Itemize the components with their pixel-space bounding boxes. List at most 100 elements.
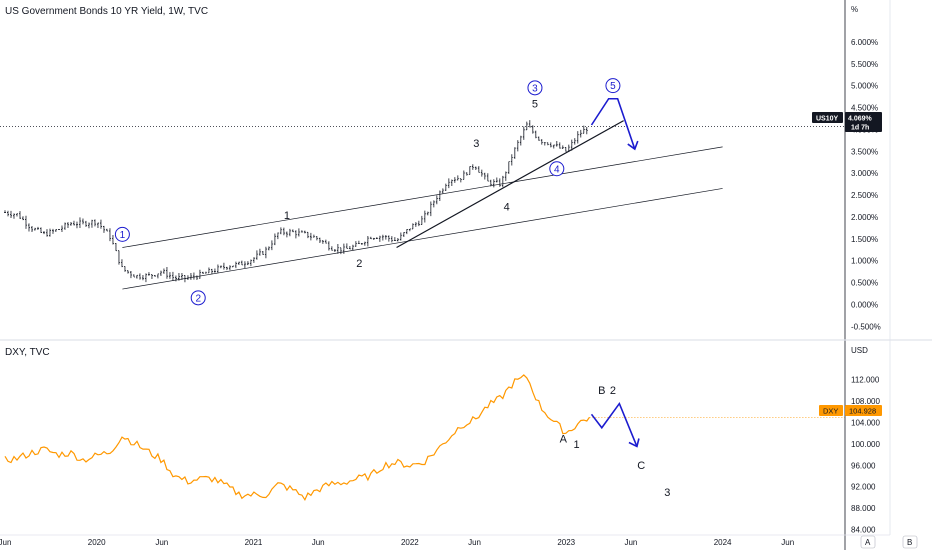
dxy-symbol-badge: DXY — [823, 407, 838, 416]
yield-y-tick: 2.000% — [851, 213, 878, 222]
auto-scale-button[interactable]: A — [860, 535, 876, 549]
ohlc-bar — [540, 139, 543, 145]
ohlc-bar — [348, 246, 351, 250]
ohlc-bar — [153, 275, 156, 277]
ohlc-bar — [132, 274, 135, 278]
ohlc-bar — [279, 227, 282, 235]
ohlc-bar — [330, 246, 333, 251]
ohlc-bar — [198, 269, 201, 279]
yield-price-badge-bg — [845, 112, 882, 132]
ohlc-bar — [42, 231, 45, 235]
yield-y-tick: 2.500% — [851, 191, 878, 200]
yield-symbol-badge-bg — [812, 112, 843, 123]
ohlc-bar — [108, 228, 111, 242]
ohlc-bar — [126, 270, 129, 274]
ohlc-bar — [411, 223, 414, 230]
ohlc-bar — [456, 175, 459, 181]
x-tick: 2021 — [245, 538, 263, 547]
ohlc-bar — [225, 266, 228, 271]
ohlc-bar — [546, 142, 549, 146]
dxy-projection-path — [590, 401, 638, 447]
yield-projection-path — [590, 97, 636, 150]
yield-wave-label: 5 — [532, 99, 538, 111]
dxy-y-tick: 108.000 — [851, 397, 880, 406]
ohlc-bar — [315, 236, 318, 241]
auto-scale-button-bg[interactable] — [860, 535, 876, 549]
x-tick: Jun — [0, 538, 11, 547]
ohlc-bar — [39, 227, 42, 234]
ohlc-bar — [228, 265, 231, 271]
ohlc-bar — [135, 274, 138, 279]
channel-line — [122, 146, 723, 248]
ohlc-bar — [285, 231, 288, 238]
ohlc-bar — [30, 226, 33, 233]
dxy-wave-label: C — [637, 460, 645, 472]
ohlc-bar — [495, 177, 498, 183]
ohlc-bar — [81, 218, 84, 225]
yield-wave-label: 3 — [473, 138, 479, 150]
x-tick: 2022 — [401, 538, 419, 547]
ohlc-bar — [558, 142, 561, 149]
ohlc-bar — [441, 188, 444, 194]
ohlc-bar — [138, 273, 141, 280]
ohlc-bar — [282, 227, 285, 236]
ohlc-bar — [189, 272, 192, 280]
circled-wave-label: 5 — [610, 81, 616, 92]
ohlc-bar — [438, 190, 441, 202]
dxy-last-price: 104.928 — [849, 407, 876, 416]
dxy-wave-label: 1 — [573, 439, 579, 451]
ohlc-bar — [372, 237, 375, 241]
ohlc-bar — [261, 251, 264, 255]
dxy-wave-label: 3 — [664, 487, 670, 499]
ohlc-bar — [231, 265, 234, 268]
ohlc-bar — [516, 140, 519, 152]
ohlc-bar — [180, 273, 183, 280]
yield-symbol-badge: US10Y — [816, 116, 839, 123]
yield-y-tick: 5.000% — [851, 82, 878, 91]
ohlc-bar — [60, 225, 63, 232]
ohlc-bar — [504, 171, 507, 181]
yield-y-tick: 5.500% — [851, 60, 878, 69]
ohlc-bar — [480, 169, 483, 177]
ohlc-bar — [432, 200, 435, 208]
ohlc-bar — [507, 161, 510, 174]
dxy-price-badge-bg — [845, 405, 882, 416]
ohlc-bar — [297, 228, 300, 237]
ohlc-bar — [552, 144, 555, 149]
ohlc-bar — [306, 231, 309, 239]
ohlc-bar — [192, 272, 195, 280]
ohlc-bar — [576, 131, 579, 144]
ohlc-bar — [486, 173, 489, 182]
ohlc-bar — [4, 210, 6, 214]
circled-wave-label: 3 — [532, 83, 538, 94]
ohlc-bar — [405, 229, 408, 235]
dxy-y-tick: 112.000 — [851, 375, 880, 384]
scale-button[interactable]: B — [902, 535, 918, 549]
scale-button-label[interactable]: B — [907, 538, 912, 547]
circled-wave-marker — [190, 290, 206, 306]
dxy-y-tick: 100.000 — [851, 440, 880, 449]
ohlc-bar — [357, 240, 360, 244]
ohlc-bar — [549, 142, 552, 148]
ohlc-bar — [300, 230, 303, 233]
scale-button-bg[interactable] — [902, 535, 918, 549]
ohlc-bar — [294, 230, 297, 239]
ohlc-bar — [177, 273, 180, 281]
ohlc-bar — [402, 232, 405, 238]
ohlc-bar — [579, 129, 582, 138]
ohlc-bar — [492, 179, 495, 188]
yield-y-tick: 1.500% — [851, 235, 878, 244]
ohlc-bar — [498, 178, 501, 187]
ohlc-bar — [468, 166, 471, 175]
ohlc-bar — [288, 228, 291, 237]
ohlc-bar — [477, 166, 480, 173]
x-tick: Jun — [624, 538, 637, 547]
ohlc-bar — [210, 268, 213, 275]
ohlc-bar — [21, 216, 24, 221]
ohlc-bar — [213, 268, 216, 273]
yield-pane: 1 2 3 4 5 1 2 3 4 5 — [0, 78, 845, 306]
ohlc-bar — [465, 172, 468, 176]
ohlc-bar — [396, 238, 399, 242]
auto-scale-label[interactable]: A — [865, 538, 871, 547]
dxy-chart-title: DXY, TVC — [5, 347, 50, 358]
